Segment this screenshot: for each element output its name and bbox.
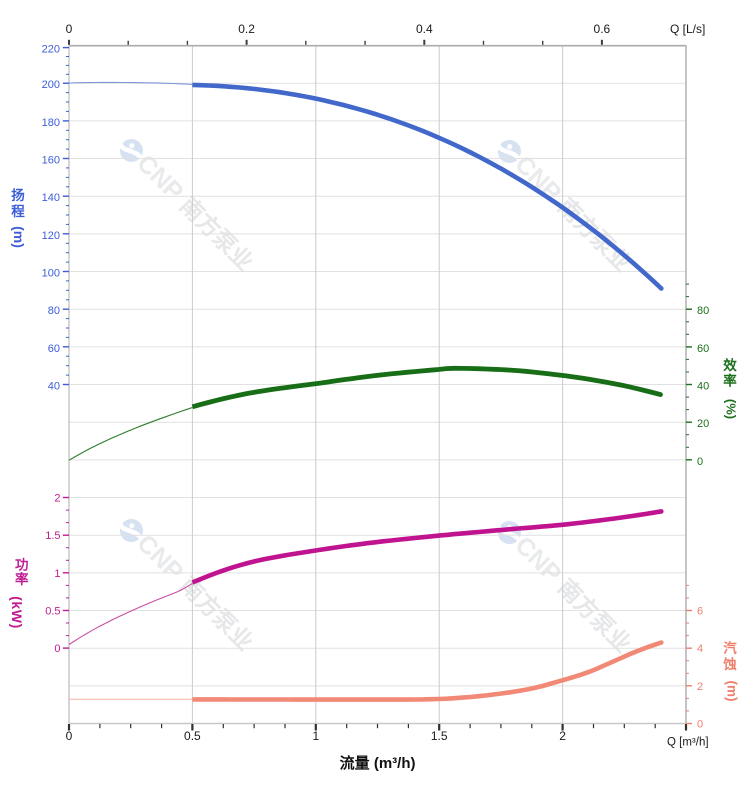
svg-text:汽: 汽 (723, 640, 737, 656)
svg-text:0.6: 0.6 (594, 22, 611, 36)
svg-text:40: 40 (48, 381, 60, 393)
svg-text:Q [m³/h]: Q [m³/h] (667, 737, 709, 749)
svg-text:0: 0 (697, 719, 703, 731)
svg-text:2: 2 (559, 729, 566, 743)
svg-text:1: 1 (54, 568, 60, 580)
svg-text:2: 2 (54, 493, 60, 505)
svg-text:0.5: 0.5 (45, 606, 60, 618)
svg-text:60: 60 (48, 343, 60, 355)
svg-text:80: 80 (48, 305, 60, 317)
svg-text:20: 20 (697, 418, 709, 430)
svg-text:0: 0 (66, 729, 73, 743)
svg-text:100: 100 (42, 268, 60, 280)
svg-text:1.5: 1.5 (45, 530, 60, 542)
svg-text:率: 率 (723, 373, 737, 389)
svg-text:Q [L/s]: Q [L/s] (670, 22, 705, 36)
svg-text:流量 (m³/h): 流量 (m³/h) (340, 754, 416, 772)
svg-text:60: 60 (697, 343, 709, 355)
svg-text:率: 率 (15, 571, 29, 587)
svg-text:0: 0 (66, 22, 73, 36)
svg-text:效: 效 (723, 357, 737, 373)
svg-text:80: 80 (697, 305, 709, 317)
svg-text:(m): (m) (725, 681, 740, 702)
svg-text:1.5: 1.5 (431, 729, 448, 743)
svg-text:(%): (%) (724, 399, 739, 419)
svg-text:220: 220 (42, 44, 60, 56)
svg-text:0.5: 0.5 (184, 729, 201, 743)
svg-text:200: 200 (42, 79, 60, 91)
svg-text:140: 140 (42, 192, 60, 204)
svg-text:1: 1 (312, 729, 319, 743)
svg-text:2: 2 (697, 681, 703, 693)
svg-text:120: 120 (42, 230, 60, 242)
svg-text:扬: 扬 (11, 187, 25, 203)
svg-text:6: 6 (697, 606, 703, 618)
svg-text:0.2: 0.2 (238, 22, 255, 36)
svg-text:0.4: 0.4 (416, 22, 433, 36)
svg-text:0: 0 (54, 643, 60, 655)
svg-text:(kW): (kW) (9, 596, 25, 629)
svg-text:40: 40 (697, 381, 709, 393)
svg-text:4: 4 (697, 643, 703, 655)
svg-text:0: 0 (697, 456, 703, 468)
svg-text:蚀: 蚀 (722, 656, 737, 672)
svg-text:160: 160 (42, 155, 60, 167)
svg-text:(m): (m) (11, 226, 27, 248)
svg-text:功: 功 (15, 558, 29, 573)
svg-text:180: 180 (42, 117, 60, 129)
svg-text:程: 程 (11, 204, 25, 219)
